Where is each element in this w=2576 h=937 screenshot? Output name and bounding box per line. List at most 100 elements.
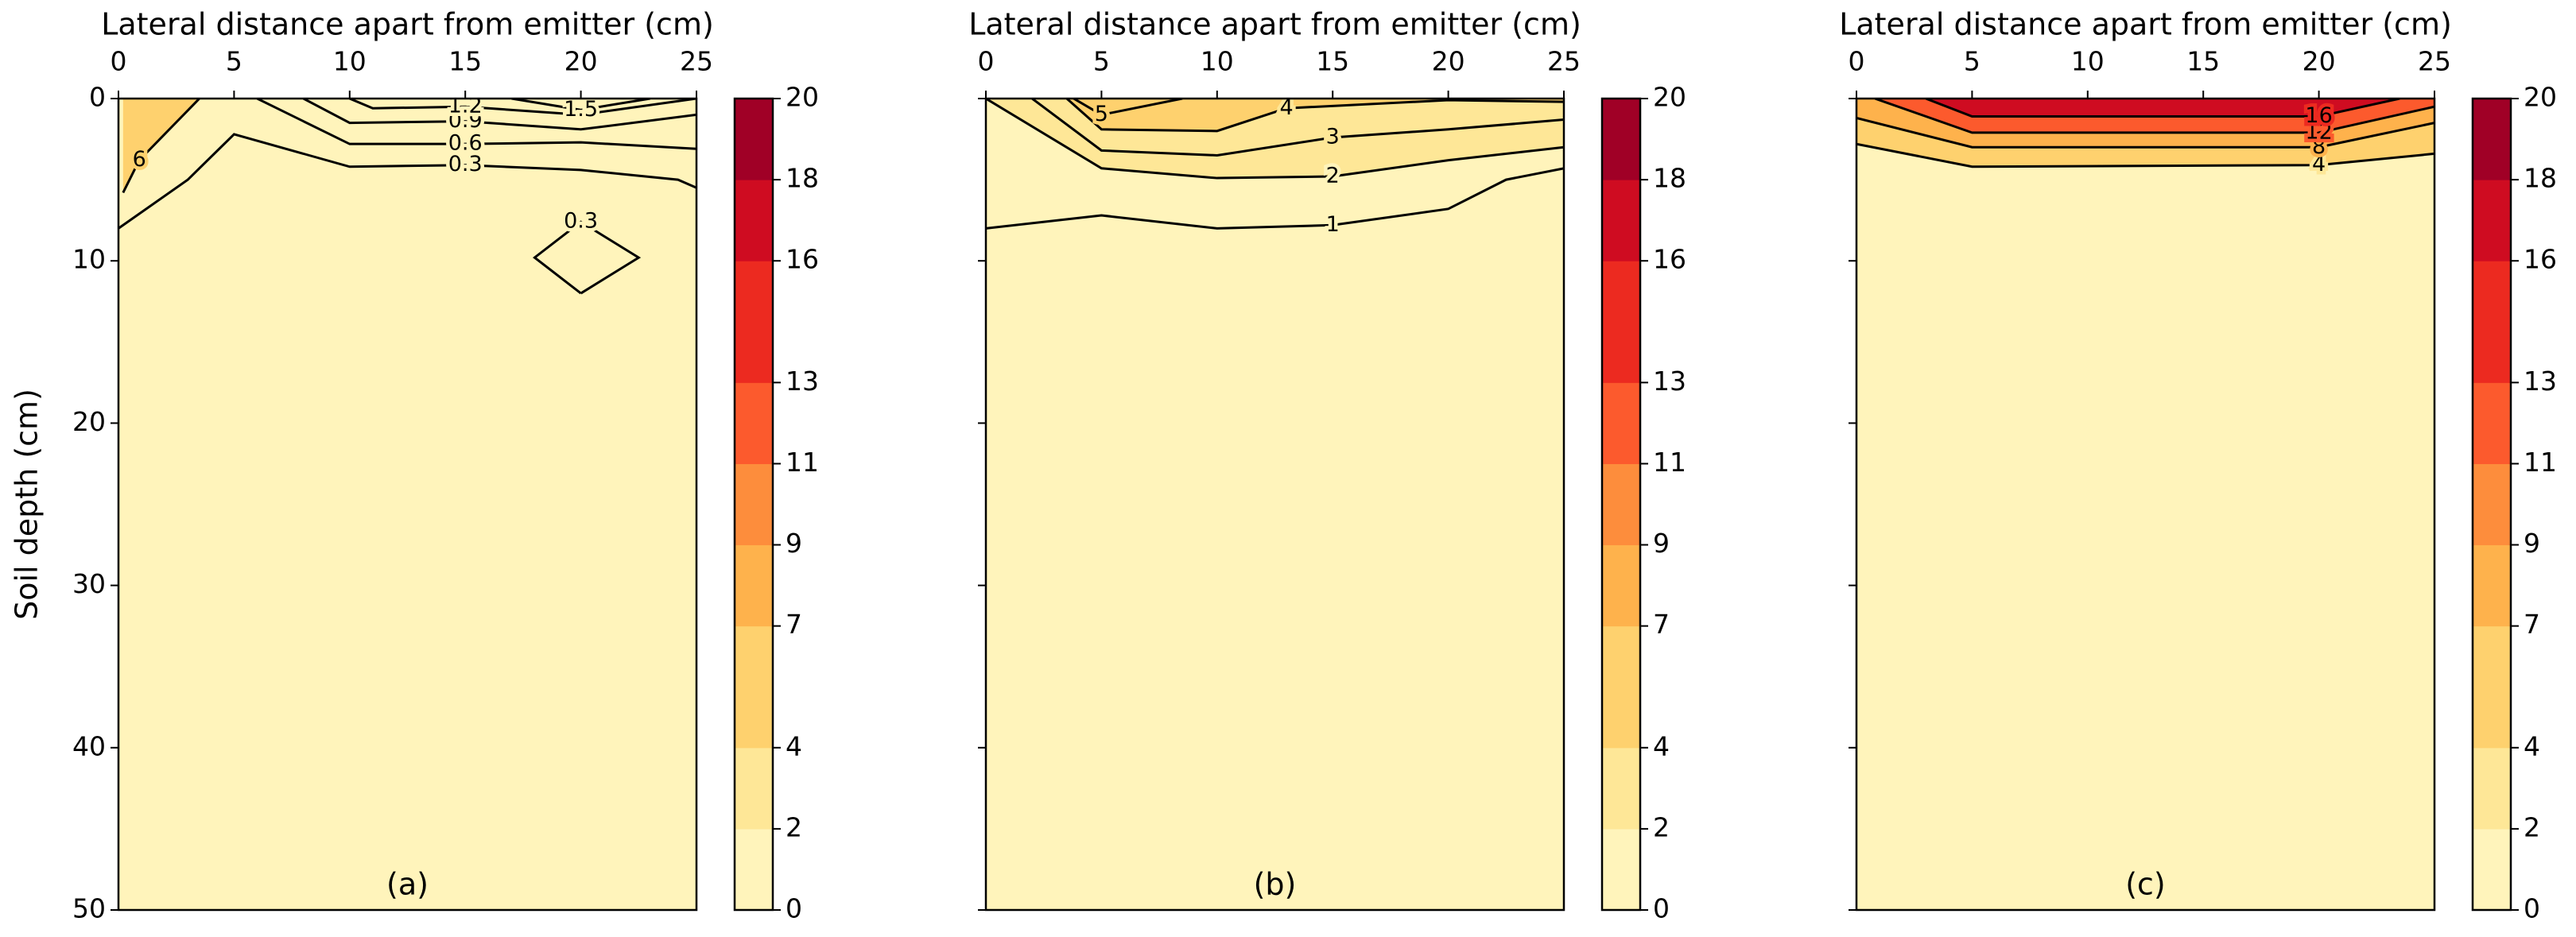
axes-frame [984,97,1565,912]
colorbar-band [2473,261,2511,383]
colorbar-tick-label: 2 [1653,811,1670,842]
x-tick-label: 25 [1547,46,1581,77]
colorbar-band [2473,180,2511,261]
contour-label: 5 [1095,102,1108,126]
colorbar-tick-label: 11 [1653,447,1686,478]
colorbar-band [2473,463,2511,546]
contour-line [118,133,696,230]
y-tick-label: 0 [89,82,106,113]
contour-label: 1.2 [448,94,483,118]
colorbar-tick-label: 0 [786,893,802,924]
axes-frame [117,97,698,912]
x-axis-title: Lateral distance apart from emitter (cm) [101,7,714,42]
colorbar-frame [1600,97,1642,912]
contour-line [1073,99,1183,117]
x-tick-label: 25 [680,46,713,77]
contour-label: 0.6 [448,131,483,156]
colorbar-band [735,747,773,830]
x-axis-title: Lateral distance apart from emitter (cm) [1839,7,2452,42]
filled-region [122,99,200,193]
y-axis-title: Soil depth (cm) [10,389,45,620]
colorbar-band [735,544,773,627]
colorbar-band [735,180,773,261]
colorbar-band [1602,180,1640,261]
colorbar-tick-label: 18 [2524,163,2557,194]
colorbar-tick-label: 7 [1653,609,1670,640]
x-tick-label: 0 [978,46,995,77]
colorbar-tick-label: 2 [786,811,802,842]
colorbar-band [1602,828,1640,911]
colorbar-tick-label: 20 [2524,82,2557,113]
x-tick-label: 20 [564,46,598,77]
colorbar-tick-label: 16 [786,244,819,275]
panel-label: (c) [2125,867,2166,902]
colorbar-tick-label: 11 [2524,447,2557,478]
contour-line [986,99,1564,180]
colorbar-tick-label: 18 [1653,163,1686,194]
filled-region [1926,99,2400,117]
colorbar-tick-label: 0 [1653,893,1670,924]
y-tick-label: 50 [72,893,106,924]
x-tick-label: 0 [111,46,127,77]
contour-line [302,99,696,131]
x-tick-label: 15 [2186,46,2220,77]
colorbar-tick-label: 20 [1653,82,1686,113]
colorbar-tick-label: 4 [1653,730,1670,761]
colorbar-band [735,99,773,180]
x-tick-label: 0 [1849,46,1865,77]
contour-line [986,167,1564,230]
contour-line [511,99,651,111]
colorbar-tick-label: 4 [2524,730,2540,761]
x-tick-label: 15 [448,46,482,77]
colorbar-frame [733,97,774,912]
contour-line [532,220,642,295]
colorbar-tick-label: 13 [1653,366,1686,397]
colorbar-tick-label: 18 [786,163,819,194]
colorbar-tick-label: 9 [2524,528,2540,559]
contour-label: 1.5 [564,97,598,122]
colorbar-band [1602,463,1640,546]
contour-label: 3 [1326,125,1340,149]
x-tick-label: 25 [2418,46,2451,77]
contour-line [349,99,696,116]
colorbar-band [2473,382,2511,464]
colorbar-frame [2471,97,2512,912]
x-axis-title: Lateral distance apart from emitter (cm) [968,7,1581,42]
background-fill [118,99,696,910]
colorbar-band [2473,544,2511,627]
x-tick-label: 15 [1316,46,1349,77]
colorbar-tick-label: 11 [786,447,819,478]
colorbar-band [2473,828,2511,911]
contour-label: 1 [1326,212,1340,237]
colorbar-tick-label: 7 [2524,609,2540,640]
colorbar-band [2473,625,2511,749]
colorbar-band [1602,544,1640,627]
y-tick-label: 30 [72,568,106,599]
colorbar-tick-label: 9 [1653,528,1670,559]
colorbar-tick-label: 4 [786,730,802,761]
x-tick-label: 10 [333,46,367,77]
contour-line [1856,142,2434,168]
y-tick-label: 40 [72,730,106,761]
axes-frame [1855,97,2436,912]
x-tick-label: 10 [2071,46,2105,77]
x-tick-label: 5 [226,46,242,77]
background-fill [1856,99,2434,910]
contour-label: 2 [1326,164,1340,188]
contour-line [256,99,696,150]
colorbar-band [1602,625,1640,749]
colorbar-band [2473,747,2511,830]
colorbar-tick-label: 16 [1653,244,1686,275]
contour-line [1065,99,1564,133]
colorbar-band [1602,382,1640,464]
colorbar-tick-label: 2 [2524,811,2540,842]
plot-area: 0.3 6 0.60.91.2 1.5 0.3 [118,94,696,910]
contour-label: 12 [2305,119,2332,144]
colorbar-band [735,625,773,749]
colorbar-band [735,261,773,383]
colorbar-tick-label: 0 [2524,893,2540,924]
panel-label: (a) [386,867,429,902]
